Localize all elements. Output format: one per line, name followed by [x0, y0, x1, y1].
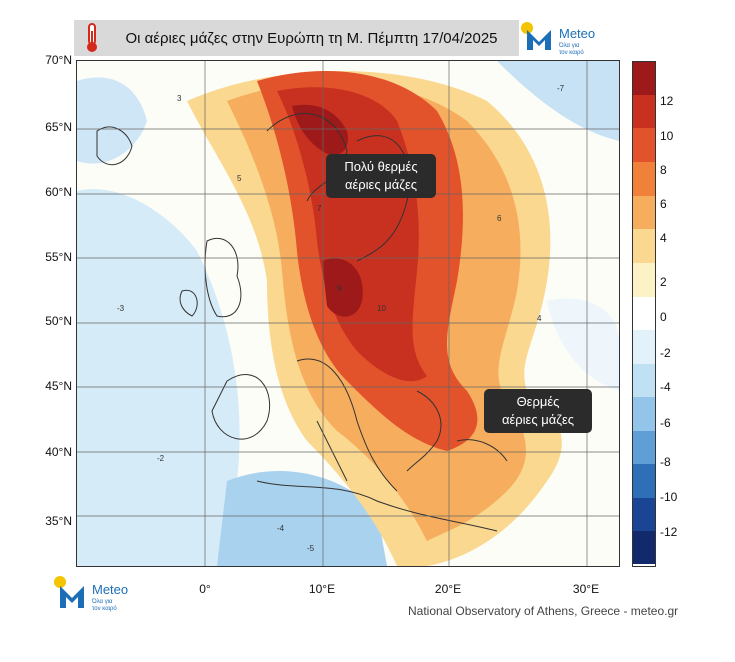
- lat-label-60: 60°N: [45, 185, 72, 199]
- lat-label-45: 45°N: [45, 379, 72, 393]
- colorbar-label-12: 12: [660, 94, 674, 108]
- svg-text:7: 7: [317, 204, 322, 213]
- annotation-very-warm: Πολύ θερμές αέριες μάζες: [326, 154, 436, 198]
- thermometer-icon: [87, 23, 97, 52]
- logo-tagline-1: Όλα για: [558, 43, 580, 49]
- colorbar-label-6: 6: [660, 197, 667, 211]
- lat-label-70: 70°N: [45, 53, 72, 67]
- colorbar-label-4: 4: [660, 231, 667, 245]
- colorbar-label-minus-10: -10: [660, 490, 678, 504]
- meteo-logo-top: Meteo Όλα για τον καιρό: [519, 20, 619, 56]
- lon-label-0: 0°: [199, 582, 211, 596]
- colorbar-label-8: 8: [660, 163, 667, 177]
- lat-label-35: 35°N: [45, 514, 72, 528]
- logo-name: Meteo: [92, 582, 128, 597]
- lon-label-10e: 10°E: [308, 582, 336, 596]
- page-title: Οι αέριες μάζες στην Ευρώπη τη Μ. Πέμπτη…: [125, 29, 498, 47]
- lon-label-30e: 30°E: [572, 582, 600, 596]
- temperature-anomaly-map: 3 5 7 9 10 -3 -4 6 4 -2 -5 -7: [76, 60, 620, 567]
- logo-tagline-1: Όλα για: [91, 599, 113, 605]
- colorbar-label-0: 0: [660, 310, 667, 324]
- meteo-logo-icon: Meteo Όλα για τον καιρό: [521, 22, 595, 56]
- colorbar-label-10: 10: [660, 129, 674, 143]
- cool-zone-med: [217, 471, 387, 566]
- lat-label-40: 40°N: [45, 445, 72, 459]
- logo-name: Meteo: [559, 26, 595, 41]
- colorbar: [632, 61, 656, 567]
- colorbar-label-minus-4: -4: [660, 380, 671, 394]
- meteo-logo-icon: Meteo Όλα για τον καιρό: [54, 576, 128, 612]
- cool-zone-west: [77, 189, 240, 566]
- logo-tagline-2: τον καιρό: [559, 49, 584, 56]
- svg-text:4: 4: [537, 314, 542, 323]
- colorbar-label-minus-6: -6: [660, 416, 671, 430]
- colorbar-label-2: 2: [660, 275, 667, 289]
- svg-text:3: 3: [177, 94, 182, 103]
- credit-text: National Observatory of Athens, Greece -…: [408, 604, 679, 618]
- svg-text:-2: -2: [157, 454, 165, 463]
- svg-text:9: 9: [337, 284, 342, 293]
- svg-text:-4: -4: [277, 524, 285, 533]
- svg-text:6: 6: [497, 214, 502, 223]
- colorbar-label-minus-12: -12: [660, 525, 678, 539]
- svg-text:5: 5: [237, 174, 242, 183]
- title-bar: Οι αέριες μάζες στην Ευρώπη τη Μ. Πέμπτη…: [74, 20, 519, 56]
- cool-zone-north-atlantic: [77, 77, 147, 164]
- svg-text:-5: -5: [307, 544, 315, 553]
- map-canvas: 3 5 7 9 10 -3 -4 6 4 -2 -5 -7: [77, 61, 619, 566]
- colorbar-label-minus-8: -8: [660, 455, 671, 469]
- logo-tagline-2: τον καιρό: [92, 605, 117, 612]
- svg-text:-7: -7: [557, 84, 565, 93]
- svg-text:-3: -3: [117, 304, 125, 313]
- lon-label-20e: 20°E: [434, 582, 462, 596]
- svg-text:10: 10: [377, 304, 386, 313]
- lat-label-55: 55°N: [45, 250, 72, 264]
- colorbar-label-minus-2: -2: [660, 346, 671, 360]
- lat-label-50: 50°N: [45, 314, 72, 328]
- meteo-logo-bottom: Meteo Όλα για τον καιρό: [52, 574, 152, 614]
- lat-label-65: 65°N: [45, 120, 72, 134]
- annotation-warm: Θερμές αέριες μάζες: [484, 389, 592, 433]
- cool-zone-northeast: [497, 61, 619, 141]
